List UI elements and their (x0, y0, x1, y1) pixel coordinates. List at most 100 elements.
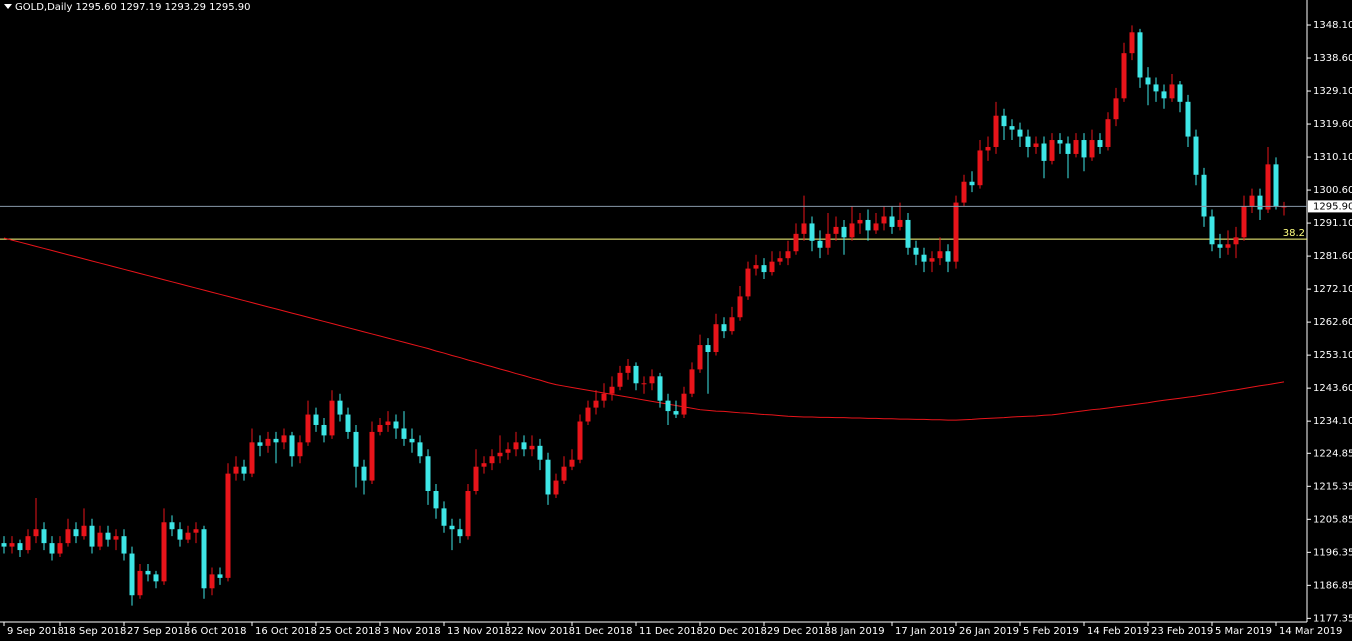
candle-body (33, 529, 39, 537)
candle-body (137, 570, 143, 596)
candle-body (641, 383, 647, 385)
candle-body (113, 536, 119, 540)
candle-body (617, 372, 623, 387)
candle-body (537, 445, 543, 460)
candle-body (625, 365, 631, 373)
y-tick-label: 1319.60 (1313, 119, 1352, 130)
candle-body (361, 466, 367, 481)
x-tick-label: 20 Dec 2018 (703, 626, 767, 637)
candle-body (369, 431, 375, 481)
candle-body (521, 442, 527, 450)
candle-body (233, 466, 239, 474)
candle-body (57, 543, 63, 554)
candle-body (273, 438, 279, 443)
candle-body (1113, 98, 1119, 120)
candle-body (849, 223, 855, 238)
candle-body (921, 254, 927, 262)
candle-body (377, 424, 383, 432)
candle-body (1281, 206, 1287, 208)
candle-body (1217, 244, 1223, 248)
candle-body (49, 543, 55, 554)
candle-body (497, 452, 503, 457)
candle-body (465, 490, 471, 537)
candle-body (281, 435, 287, 443)
candle-body (785, 251, 791, 259)
candle-body (401, 428, 407, 439)
x-tick-label: 14 Feb 2019 (1087, 626, 1149, 637)
y-tick-label: 1338.60 (1313, 53, 1352, 64)
candle-body (897, 219, 903, 227)
candle-body (217, 574, 223, 578)
candle-body (105, 532, 111, 540)
candle-body (433, 490, 439, 509)
x-tick-label: 26 Jan 2019 (959, 626, 1019, 637)
candle-body (417, 442, 423, 457)
moving-average (3, 237, 1285, 421)
candle-body (265, 438, 271, 446)
candle-body (505, 449, 511, 453)
x-tick-label: 5 Mar 2019 (1215, 626, 1272, 637)
candle-body (681, 393, 687, 415)
candle-body (593, 400, 599, 408)
candle-body (73, 529, 79, 537)
candle-body (569, 459, 575, 467)
candle-body (905, 219, 911, 248)
candle-body (657, 376, 663, 401)
candle-body (1017, 129, 1023, 137)
candle-body (1009, 126, 1015, 130)
candle-body (25, 536, 31, 551)
y-tick-label: 1281.60 (1313, 251, 1352, 262)
candle-body (601, 393, 607, 401)
candle-body (857, 219, 863, 224)
candle-body (809, 223, 815, 241)
y-tick-label: 1224.85 (1313, 448, 1352, 459)
x-tick-label: 25 Oct 2018 (319, 626, 381, 637)
candle-body (529, 445, 535, 450)
candle-body (9, 543, 15, 547)
candle-body (889, 216, 895, 227)
header-icon (4, 4, 12, 9)
candle-body (201, 529, 207, 589)
candle-body (833, 226, 839, 234)
candle-body (961, 181, 967, 203)
x-tick-label: 17 Jan 2019 (895, 626, 955, 637)
candle-body (161, 522, 167, 582)
y-tick-label: 1272.10 (1313, 284, 1352, 295)
y-tick-label: 1329.10 (1313, 86, 1352, 97)
candle-body (193, 529, 199, 533)
candle-body (793, 233, 799, 252)
candle-body (553, 480, 559, 495)
candle-body (1049, 140, 1055, 161)
candle-body (1041, 143, 1047, 161)
candle-body (753, 265, 759, 269)
x-tick-label: 3 Nov 2018 (383, 626, 441, 637)
x-tick-label: 14 Mar 2019 (1279, 626, 1342, 637)
y-tick-label: 1234.10 (1313, 416, 1352, 427)
x-tick-label: 13 Nov 2018 (447, 626, 511, 637)
candle-body (1129, 32, 1135, 54)
candle-body (17, 543, 23, 551)
candle-body (985, 146, 991, 151)
candle-body (881, 216, 887, 224)
candle-body (1137, 32, 1143, 78)
candle-body (409, 438, 415, 443)
candle-body (1081, 140, 1087, 158)
candle-body (337, 400, 343, 415)
candle-body (873, 223, 879, 231)
y-tick-label: 1262.60 (1313, 317, 1352, 328)
candle-body (1073, 140, 1079, 154)
candle-body (1057, 140, 1063, 144)
candle-body (1089, 140, 1095, 158)
candle-body (1145, 77, 1151, 85)
candle-body (633, 365, 639, 384)
x-tick-label: 27 Sep 2018 (127, 626, 190, 637)
candle-body (761, 265, 767, 273)
candle-body (721, 324, 727, 332)
candle-body (249, 442, 255, 474)
candle-body (393, 421, 399, 429)
candle-body (609, 386, 615, 394)
candle-body (801, 223, 807, 234)
candle-body (449, 525, 455, 530)
candle-body (305, 414, 311, 443)
y-tick-label: 1253.10 (1313, 350, 1352, 361)
